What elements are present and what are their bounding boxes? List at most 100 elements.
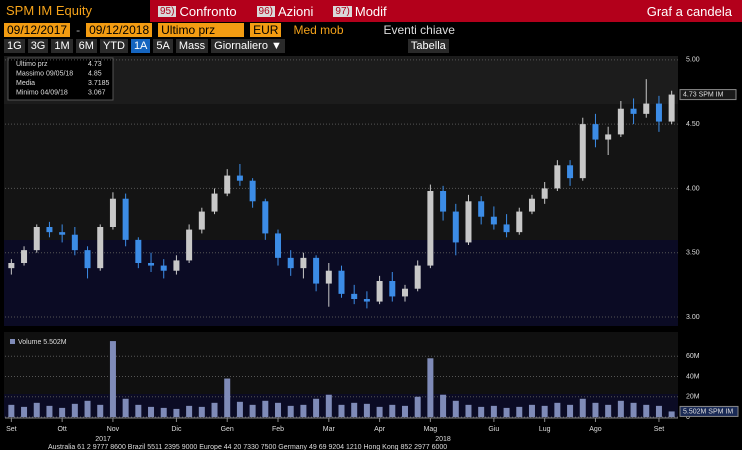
x-tick-label: Ago xyxy=(589,426,602,433)
x-tick-label: Set xyxy=(6,426,17,433)
menu-label: Azioni xyxy=(278,3,314,19)
currency[interactable]: EUR xyxy=(250,23,282,37)
period-button[interactable]: 5A xyxy=(153,39,173,53)
menu-key: 96) xyxy=(256,5,275,17)
volume-bar xyxy=(401,405,408,417)
frequency[interactable]: Giornaliero ▼ xyxy=(211,39,285,53)
volume-bar xyxy=(427,358,434,417)
y-tick-label: 3.50 xyxy=(686,250,700,257)
moving-avg[interactable]: Med mob xyxy=(293,23,344,37)
period-button[interactable]: YTD xyxy=(99,39,128,53)
volume-bar xyxy=(46,405,53,417)
candle-body xyxy=(541,188,548,199)
legend-swatch xyxy=(10,339,15,344)
x-tick-label: Feb xyxy=(272,426,284,433)
x-tick-label: Apr xyxy=(374,426,386,433)
volume-bar xyxy=(21,406,28,417)
menu-item[interactable]: 95) Confronto xyxy=(158,4,237,19)
candle-body xyxy=(478,201,485,217)
year-label: 2017 xyxy=(95,436,111,443)
date-to[interactable]: 09/12/2018 xyxy=(86,23,153,37)
menu-key: 95) xyxy=(158,5,177,17)
volume-bar xyxy=(490,405,497,417)
volume-bar xyxy=(97,404,104,417)
period-button[interactable]: 1G xyxy=(4,39,25,53)
menu-key: 97) xyxy=(333,5,352,17)
candle-body xyxy=(655,103,662,122)
volume-bar xyxy=(554,402,561,417)
volume-bar xyxy=(465,404,472,417)
stat-value: 4.85 xyxy=(88,70,102,77)
volume-bar xyxy=(109,341,116,417)
chart: 3.00 3.50 4.00 4.50 5.00 0 20M 40M 60M Set Ott Nov D… xyxy=(4,56,739,450)
volume-bar xyxy=(605,404,612,417)
volume-bar xyxy=(33,402,40,417)
panel-band xyxy=(4,56,678,104)
candle-body xyxy=(325,270,332,284)
period-button[interactable]: 1M xyxy=(51,39,73,53)
candle-body xyxy=(465,201,472,243)
candle-body xyxy=(605,134,612,140)
volume-bar xyxy=(351,402,358,417)
volume-bar xyxy=(440,394,447,417)
stat-value: 4.73 xyxy=(88,61,102,68)
candle-body xyxy=(46,227,53,233)
events[interactable]: Eventi chiave xyxy=(383,23,455,37)
x-tick-label: Giu xyxy=(488,426,499,433)
candle-body xyxy=(668,94,675,122)
volume-bar xyxy=(414,396,421,417)
period-button[interactable]: 3G xyxy=(27,39,49,53)
volume-bar xyxy=(579,398,586,417)
volume-bar xyxy=(275,402,282,417)
candle-body xyxy=(211,193,218,212)
volume-bar xyxy=(516,406,523,417)
period-button[interactable]: 6M xyxy=(75,39,97,53)
volume-bar xyxy=(160,407,167,417)
y-tick-label: 20M xyxy=(686,394,700,401)
stat-label: Ultimo prz xyxy=(16,61,48,68)
candle-body xyxy=(224,175,231,194)
x-tick-label: Set xyxy=(654,426,665,433)
volume-bar xyxy=(567,404,574,417)
candle-body xyxy=(630,108,637,114)
volume-bar xyxy=(592,402,599,417)
volume-bar xyxy=(655,405,662,417)
last-volume-box xyxy=(679,405,739,417)
stat-value: 3.7185 xyxy=(88,80,110,87)
x-tick-label: Dic xyxy=(171,426,182,433)
volume-bar xyxy=(452,400,459,417)
volume-bar xyxy=(8,404,15,417)
security[interactable]: SPM IM Equity xyxy=(0,0,150,22)
field[interactable]: Ultimo prz xyxy=(158,23,245,37)
candle-body xyxy=(490,216,497,225)
candle-body xyxy=(275,233,282,258)
volume-bar xyxy=(541,405,548,417)
volume-bar xyxy=(59,407,66,417)
candle-body xyxy=(109,198,116,227)
volume-bar xyxy=(262,400,269,417)
stat-label: Minimo 04/09/18 xyxy=(16,89,68,96)
volume-bar xyxy=(300,404,307,417)
candle-body xyxy=(8,263,15,269)
x-tick-label: Lug xyxy=(539,426,551,433)
candle-body xyxy=(427,191,434,266)
volume-bar xyxy=(338,404,345,417)
menu: 95) Confronto 96) Azioni 97) Modif xyxy=(150,4,399,19)
candle-body xyxy=(287,257,294,269)
menu-item[interactable]: 96) Azioni xyxy=(256,3,314,19)
last-price-label: 4.73 SPM IM xyxy=(683,91,724,98)
menu-item[interactable]: 97) Modif xyxy=(333,4,387,19)
date-from[interactable]: 09/12/2017 xyxy=(4,23,71,37)
volume-bar xyxy=(668,411,675,417)
volume-bar xyxy=(630,402,637,417)
table-button[interactable]: Tabella xyxy=(407,39,449,53)
candle-body xyxy=(503,224,510,233)
period-button[interactable]: Mass xyxy=(175,39,209,53)
volume-bar xyxy=(71,403,78,417)
candle-body xyxy=(97,227,104,269)
period-button[interactable]: 1A xyxy=(130,39,151,53)
candle-body xyxy=(567,165,574,179)
candle-body xyxy=(135,239,142,263)
candle-body xyxy=(351,293,358,299)
stat-label: Media xyxy=(16,80,35,87)
